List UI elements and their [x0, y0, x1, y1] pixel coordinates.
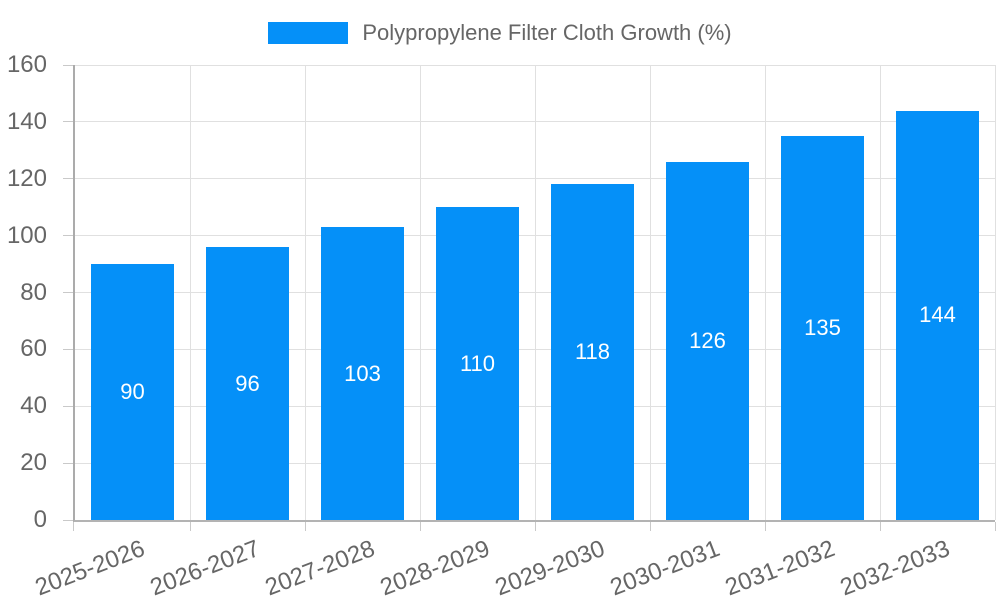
x-tick-label: 2025-2026: [31, 535, 149, 600]
y-tick-mark: [63, 292, 73, 293]
x-tick-label: 2029-2030: [491, 535, 609, 600]
y-tick-mark: [63, 405, 73, 407]
legend-swatch: [268, 22, 349, 44]
y-tick-label: 160: [6, 51, 47, 78]
x-tick-label: 2030-2031: [606, 535, 724, 600]
plot-area: 0 20 40 60 80 100 120 140 160 90 2025-2026 96 2026-2…: [7, 51, 996, 600]
x-gridline: [189, 65, 191, 520]
bar-value-label: 110: [459, 350, 496, 376]
bar[interactable]: [436, 207, 519, 520]
y-tick-label: 80: [20, 278, 47, 306]
bar[interactable]: [666, 161, 749, 520]
x-gridline: [649, 65, 651, 520]
y-tick-mark: [63, 178, 73, 180]
bar[interactable]: [781, 136, 864, 520]
bar[interactable]: [551, 184, 634, 520]
y-tick-label: 120: [6, 164, 47, 192]
x-gridline: [879, 65, 881, 520]
x-tick-mark: [304, 522, 306, 531]
x-tick-mark: [649, 522, 651, 531]
x-tick-mark: [534, 522, 536, 531]
x-tick-mark: [994, 522, 996, 531]
x-tick-label: 2027-2028: [261, 535, 379, 600]
x-gridline: [419, 65, 421, 520]
bar-value-label: 135: [804, 315, 841, 341]
bar-value-label: 96: [235, 370, 260, 396]
y-tick-label: 20: [20, 449, 47, 477]
bar-value-label: 90: [120, 379, 145, 405]
x-tick-mark: [419, 522, 421, 531]
y-tick-mark: [63, 462, 73, 464]
x-tick-label: 2032-2033: [836, 535, 954, 600]
x-tick-label: 2026-2027: [146, 535, 264, 600]
x-tick-label: 2031-2032: [721, 535, 839, 600]
y-tick-label: 0: [33, 506, 47, 533]
x-gridline: [534, 65, 536, 520]
y-tick-label: 40: [20, 392, 47, 420]
x-gridline: [994, 65, 996, 520]
bar[interactable]: [206, 247, 289, 520]
x-tick-mark: [879, 522, 881, 531]
legend-label: Polypropylene Filter Cloth Growth (%): [362, 20, 732, 45]
bar[interactable]: [91, 264, 174, 520]
y-tick-mark: [63, 235, 73, 237]
bar[interactable]: [896, 110, 979, 520]
y-tick-mark: [63, 348, 73, 350]
y-tick-label: 140: [6, 107, 47, 135]
y-tick-label: 100: [6, 221, 47, 249]
x-gridline: [764, 65, 766, 520]
x-gridline: [304, 65, 306, 520]
bar-value-label: 144: [919, 302, 956, 328]
x-tick-mark: [72, 522, 74, 531]
y-tick-mark: [63, 64, 73, 66]
bar-value-label: 126: [689, 327, 726, 353]
chart-legend-item[interactable]: Polypropylene Filter Cloth Growth (%): [0, 20, 1000, 46]
x-tick-mark: [189, 522, 191, 531]
x-tick-mark: [764, 522, 766, 531]
bar-value-label: 103: [344, 360, 381, 386]
y-tick-label: 60: [20, 335, 47, 363]
y-tick-mark: [63, 121, 73, 123]
y-tick-mark: [63, 519, 73, 521]
bar[interactable]: [321, 227, 404, 520]
bar-value-label: 118: [574, 339, 611, 365]
x-tick-label: 2028-2029: [376, 535, 494, 600]
